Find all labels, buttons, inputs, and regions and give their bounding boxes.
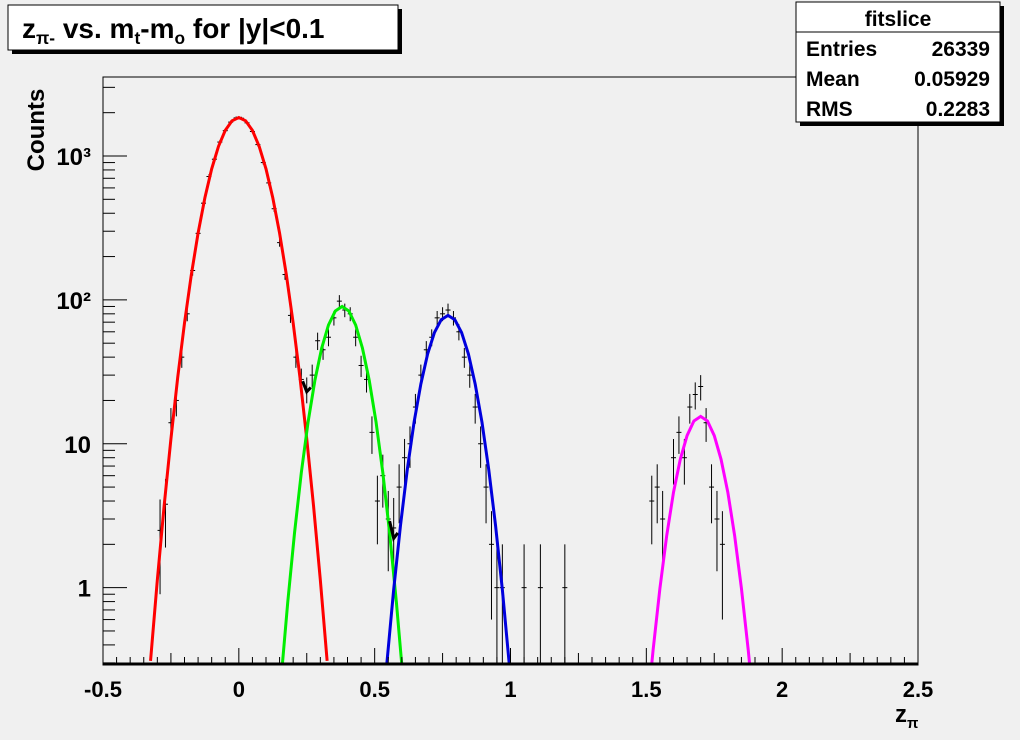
stats-label: Mean xyxy=(806,68,860,91)
text-part: z xyxy=(22,13,36,44)
x-tick-label: 2 xyxy=(776,677,788,702)
x-tick-label: 2.5 xyxy=(903,677,934,702)
fit-curve xyxy=(280,304,404,665)
x-tick-label: -0.5 xyxy=(84,677,122,702)
x-tick-label: 1.5 xyxy=(631,677,662,702)
text-part: -m xyxy=(140,13,174,44)
fit-curve xyxy=(385,313,511,664)
axes: -0.5 0 0.5 1 1.5 2 2.5 1 10 10² 10³ xyxy=(56,86,934,702)
fit-curve xyxy=(650,414,752,665)
stats-value: 0.2283 xyxy=(926,98,990,121)
stats-title: fitslice xyxy=(865,8,932,31)
stats-rows: Entries 26339 Mean 0.05929 RMS 0.2283 xyxy=(806,38,990,121)
subscript: π- xyxy=(36,28,55,48)
x-tick-label: 0.5 xyxy=(359,677,390,702)
y-axis-label: Counts xyxy=(23,89,50,172)
stats-label: Entries xyxy=(806,38,877,61)
y-tick-label: 1 xyxy=(78,576,91,603)
x-axis-label: zπ xyxy=(895,701,918,732)
subscript: t xyxy=(134,28,140,48)
x-tick-label: 0 xyxy=(233,677,245,702)
stats-box xyxy=(795,1,1001,123)
y-tick-label: 10² xyxy=(56,288,91,315)
x-tick-label: 1 xyxy=(504,677,516,702)
text-part: z xyxy=(895,701,907,728)
text-part: vs. m xyxy=(55,13,134,44)
stats-label: RMS xyxy=(806,98,853,121)
fit-curve xyxy=(388,520,399,542)
subscript: o xyxy=(174,28,185,48)
text-part: for |y|<0.1 xyxy=(185,13,324,44)
stats-value: 0.05929 xyxy=(914,68,990,91)
fit-curve xyxy=(149,115,329,661)
y-tick-label: 10³ xyxy=(56,144,91,171)
title-box xyxy=(7,4,399,51)
subscript: π xyxy=(907,716,918,732)
stats-value: 26339 xyxy=(932,38,990,61)
plot-frame xyxy=(102,76,919,666)
y-tick-label: 10 xyxy=(64,432,91,459)
chart-title: zπ- vs. mt-mo for |y|<0.1 xyxy=(22,13,325,48)
fit-curve xyxy=(301,380,312,395)
